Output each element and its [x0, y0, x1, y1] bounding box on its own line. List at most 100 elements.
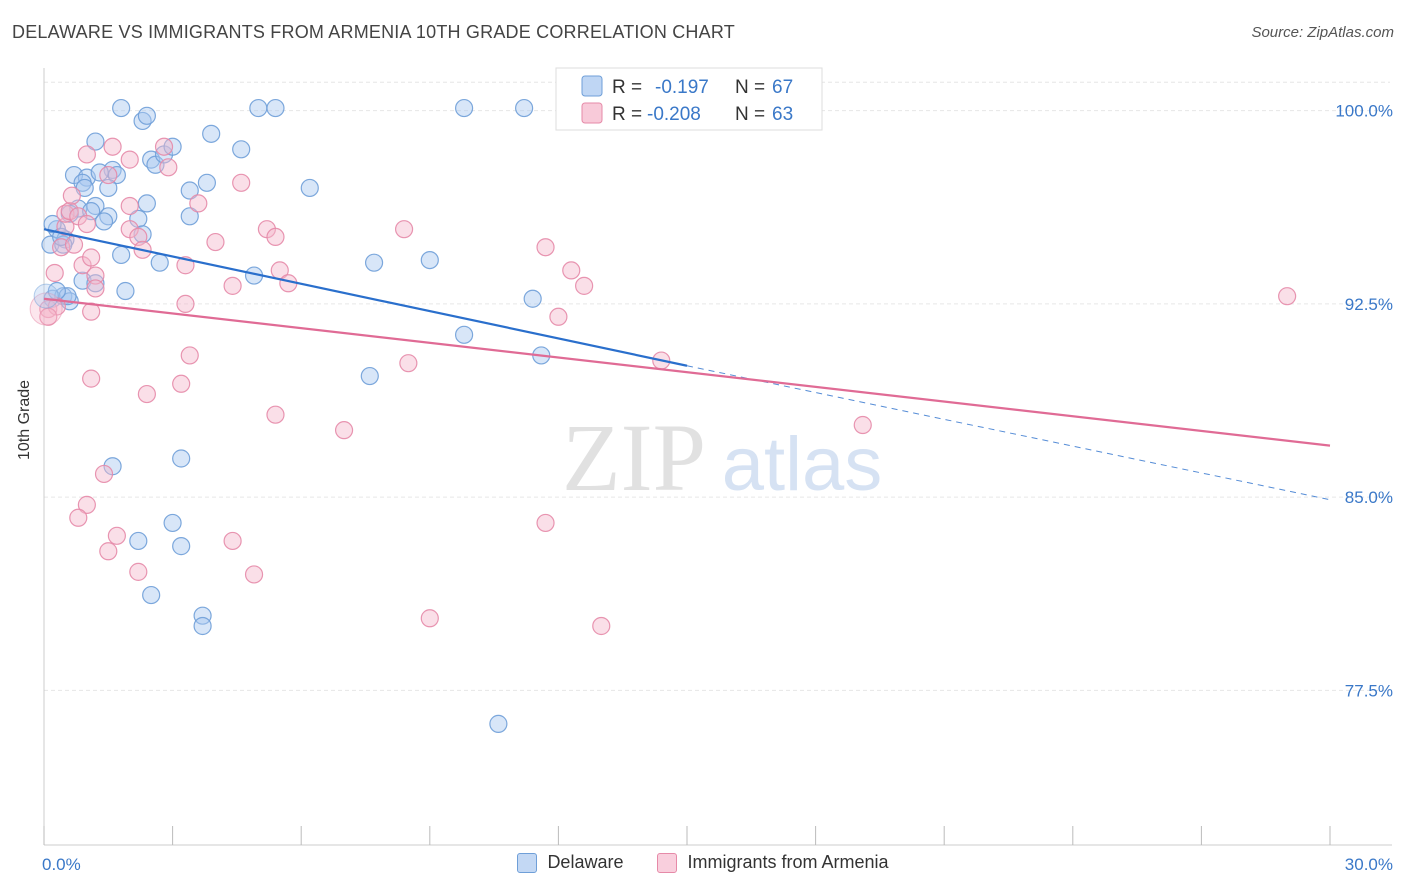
bottom-legend-label-armenia: Immigrants from Armenia	[687, 852, 889, 872]
delaware-point	[420, 250, 439, 270]
tick-labels: 100.0% 92.5% 85.0% 77.5% 0.0% 30.0%	[42, 102, 1393, 874]
armenia-point	[120, 196, 139, 216]
legend-n-label-delaware: N =	[735, 77, 765, 98]
armenia-point	[69, 508, 88, 527]
armenia-point	[189, 194, 208, 213]
delaware-point	[202, 124, 221, 143]
bottom-legend-swatch-armenia	[657, 852, 678, 873]
bottom-legend-label-delaware: Delaware	[547, 852, 624, 872]
armenia-point	[77, 214, 96, 234]
legend-r-label-delaware: R =	[612, 77, 642, 98]
armenia-point	[64, 235, 84, 254]
armenia-point	[266, 405, 285, 424]
armenia-point	[549, 307, 568, 326]
armenia-point	[1278, 287, 1297, 306]
delaware-point	[137, 194, 156, 213]
armenia-point	[29, 292, 63, 326]
armenia-point	[592, 616, 611, 636]
armenia-point	[120, 150, 139, 169]
armenia-point	[159, 158, 178, 177]
delaware-point	[193, 616, 212, 636]
delaware-point	[300, 178, 319, 198]
delaware-point	[112, 98, 131, 118]
armenia-point	[223, 531, 242, 551]
armenia-point	[77, 145, 96, 164]
legend-r-value-delaware: -0.197	[655, 77, 709, 98]
y-tick-label: 85.0%	[1345, 488, 1393, 507]
delaware-point	[197, 173, 216, 192]
delaware-point	[515, 98, 534, 118]
armenia-point	[420, 609, 439, 628]
legend-swatch-delaware	[581, 75, 603, 97]
armenia-point	[853, 415, 872, 435]
armenia-point	[137, 384, 156, 404]
bottom-legend-swatch-delaware	[517, 852, 538, 873]
x-tick-label: 0.0%	[42, 855, 81, 874]
armenia-point	[536, 513, 555, 533]
delaware-point	[232, 140, 251, 159]
armenia-trend-line	[43, 297, 1331, 447]
armenia-point	[399, 354, 418, 373]
delaware-point	[454, 325, 474, 344]
armenia-point	[176, 294, 195, 313]
armenia-point	[62, 186, 81, 205]
delaware-point	[129, 531, 148, 551]
delaware-point	[172, 449, 191, 468]
delaware-point	[142, 585, 161, 605]
delaware-point	[180, 207, 199, 226]
armenia-point	[172, 374, 191, 393]
delaware-point	[33, 283, 59, 309]
armenia-point	[223, 276, 242, 295]
armenia-point	[86, 266, 105, 285]
delaware-point	[163, 513, 182, 533]
data-points	[29, 98, 1297, 733]
delaware-point	[94, 212, 114, 231]
armenia-point	[244, 565, 264, 584]
watermark-zip: ZIP	[562, 404, 706, 511]
axes	[43, 68, 1392, 846]
delaware-point	[360, 366, 379, 386]
armenia-point	[180, 346, 199, 365]
bottom-legend-item-delaware: Delaware	[517, 852, 623, 873]
watermark: ZIP atlas	[562, 404, 882, 511]
armenia-point	[266, 227, 285, 247]
delaware-point	[86, 274, 105, 293]
delaware-point	[364, 253, 384, 272]
armenia-point	[86, 279, 105, 298]
legend-r-value-armenia: -0.208	[647, 104, 701, 125]
armenia-point	[154, 137, 174, 156]
delaware-point	[454, 98, 474, 118]
delaware-point	[137, 106, 156, 125]
watermark-atlas: atlas	[722, 422, 883, 507]
legend-r-label-armenia: R =	[612, 104, 642, 125]
armenia-point	[107, 526, 126, 545]
armenia-point	[129, 562, 148, 581]
y-tick-label: 77.5%	[1345, 681, 1393, 700]
delaware-point	[86, 132, 105, 151]
armenia-point	[394, 220, 414, 239]
chart-source: Source: ZipAtlas.com	[1251, 24, 1394, 41]
armenia-point	[232, 173, 251, 192]
grid-lines	[44, 81, 1390, 691]
trend-lines	[43, 228, 1331, 501]
delaware-point	[193, 606, 212, 625]
armenia-point	[206, 232, 225, 252]
legend: R = -0.197 N = 67 R = -0.208 N = 63	[555, 67, 823, 131]
delaware-point	[180, 181, 199, 200]
chart-title: DELAWARE VS IMMIGRANTS FROM ARMENIA 10TH…	[12, 22, 735, 42]
x-tick-label: 30.0%	[1345, 855, 1393, 874]
delaware-point	[266, 98, 285, 118]
bottom-legend-item-armenia: Immigrants from Armenia	[657, 852, 889, 873]
delaware-point	[116, 281, 135, 301]
delaware-point	[249, 98, 268, 118]
delaware-point	[489, 714, 508, 733]
y-tick-label: 92.5%	[1345, 295, 1393, 314]
armenia-point	[82, 248, 101, 267]
legend-swatch-armenia	[581, 102, 603, 124]
armenia-point	[575, 276, 594, 295]
delaware-point	[112, 245, 131, 265]
armenia-point	[562, 261, 581, 280]
bottom-legend: Delaware Immigrants from Armenia	[0, 852, 1406, 873]
armenia-point	[82, 369, 101, 388]
